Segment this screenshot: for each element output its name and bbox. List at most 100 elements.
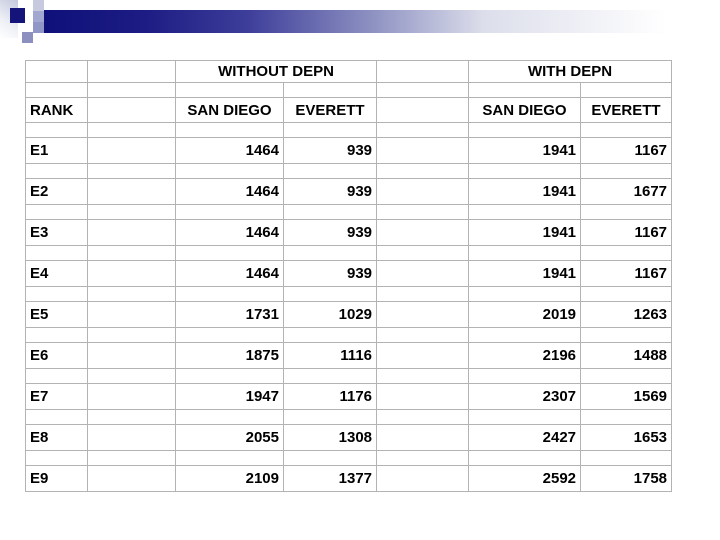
empty-cell	[25, 204, 88, 220]
empty-cell	[282, 409, 378, 425]
empty-cell	[175, 327, 284, 343]
empty-cell	[376, 383, 470, 410]
decoration-square-medium-upper	[33, 11, 44, 22]
value-cell-san-diego-without: 1464	[175, 178, 284, 205]
empty-cell	[282, 368, 378, 384]
value-cell-san-diego-without: 1947	[175, 383, 284, 410]
header-gradient-bar-decoration	[44, 10, 720, 33]
empty-cell	[376, 137, 470, 164]
empty-cell	[282, 122, 378, 138]
empty-cell	[87, 245, 176, 261]
spacer-row	[25, 163, 673, 179]
col-header-san-diego-without: SAN DIEGO	[175, 97, 284, 123]
empty-cell	[580, 327, 673, 343]
value-cell-san-diego-with: 2307	[468, 383, 582, 410]
empty-cell	[376, 219, 470, 246]
empty-cell	[376, 409, 470, 425]
rank-cell: E5	[25, 301, 88, 328]
empty-cell	[468, 409, 582, 425]
empty-cell	[87, 97, 176, 123]
value-cell-everett-with: 1758	[580, 465, 673, 492]
value-cell-everett-without: 1308	[282, 424, 378, 451]
col-header-everett-with: EVERETT	[580, 97, 673, 123]
empty-cell	[87, 82, 176, 98]
empty-cell	[175, 450, 284, 466]
empty-cell	[282, 163, 378, 179]
empty-cell	[376, 327, 470, 343]
empty-cell	[376, 260, 470, 287]
empty-cell	[376, 163, 470, 179]
empty-cell	[282, 245, 378, 261]
empty-cell	[175, 82, 284, 98]
empty-cell	[376, 301, 470, 328]
empty-cell	[282, 327, 378, 343]
value-cell-san-diego-with: 2196	[468, 342, 582, 369]
value-cell-everett-with: 1167	[580, 137, 673, 164]
value-cell-san-diego-with: 2427	[468, 424, 582, 451]
empty-cell	[580, 286, 673, 302]
decoration-square-light	[33, 0, 44, 11]
value-cell-everett-with: 1167	[580, 219, 673, 246]
empty-cell	[25, 163, 88, 179]
spacer-row	[25, 245, 673, 261]
empty-cell	[376, 97, 470, 123]
rank-cell: E9	[25, 465, 88, 492]
value-cell-everett-with: 1488	[580, 342, 673, 369]
value-cell-everett-without: 1116	[282, 342, 378, 369]
empty-cell	[376, 286, 470, 302]
value-cell-san-diego-without: 1731	[175, 301, 284, 328]
value-cell-everett-with: 1263	[580, 301, 673, 328]
value-cell-san-diego-with: 1941	[468, 137, 582, 164]
empty-cell	[175, 286, 284, 302]
empty-cell	[175, 245, 284, 261]
empty-cell	[376, 178, 470, 205]
empty-cell	[468, 327, 582, 343]
rank-cell: E4	[25, 260, 88, 287]
spacer-row	[25, 82, 673, 98]
empty-cell	[87, 342, 176, 369]
spacer-row	[25, 327, 673, 343]
value-cell-san-diego-with: 2019	[468, 301, 582, 328]
table-row: E3 1464 939 1941 1167	[25, 219, 673, 246]
spacer-row	[25, 286, 673, 302]
empty-cell	[376, 368, 470, 384]
empty-cell	[468, 82, 582, 98]
value-cell-everett-with: 1167	[580, 260, 673, 287]
empty-cell	[87, 409, 176, 425]
empty-cell	[87, 301, 176, 328]
empty-cell	[87, 465, 176, 492]
empty-cell	[376, 450, 470, 466]
value-cell-san-diego-without: 1464	[175, 260, 284, 287]
value-cell-san-diego-without: 2109	[175, 465, 284, 492]
rank-cell: E2	[25, 178, 88, 205]
empty-cell	[580, 204, 673, 220]
table-row: E7 1947 1176 2307 1569	[25, 383, 673, 410]
col-header-rank: RANK	[25, 97, 88, 123]
empty-cell	[376, 82, 470, 98]
empty-cell	[376, 465, 470, 492]
empty-cell	[468, 122, 582, 138]
empty-cell	[25, 82, 88, 98]
rank-cell: E8	[25, 424, 88, 451]
empty-cell	[87, 286, 176, 302]
empty-cell	[25, 245, 88, 261]
empty-cell	[468, 368, 582, 384]
group-header-row: WITHOUT DEPN WITH DEPN	[25, 60, 673, 83]
empty-cell	[25, 327, 88, 343]
empty-cell	[580, 409, 673, 425]
empty-cell	[175, 163, 284, 179]
value-cell-san-diego-without: 1464	[175, 137, 284, 164]
empty-cell	[87, 450, 176, 466]
empty-cell	[25, 368, 88, 384]
rank-cell: E6	[25, 342, 88, 369]
spacer-row	[25, 204, 673, 220]
empty-cell	[25, 409, 88, 425]
empty-cell	[376, 245, 470, 261]
empty-cell	[175, 122, 284, 138]
empty-cell	[87, 163, 176, 179]
empty-cell	[376, 60, 470, 83]
empty-cell	[87, 137, 176, 164]
table-row: E9 2109 1377 2592 1758	[25, 465, 673, 492]
empty-cell	[580, 450, 673, 466]
